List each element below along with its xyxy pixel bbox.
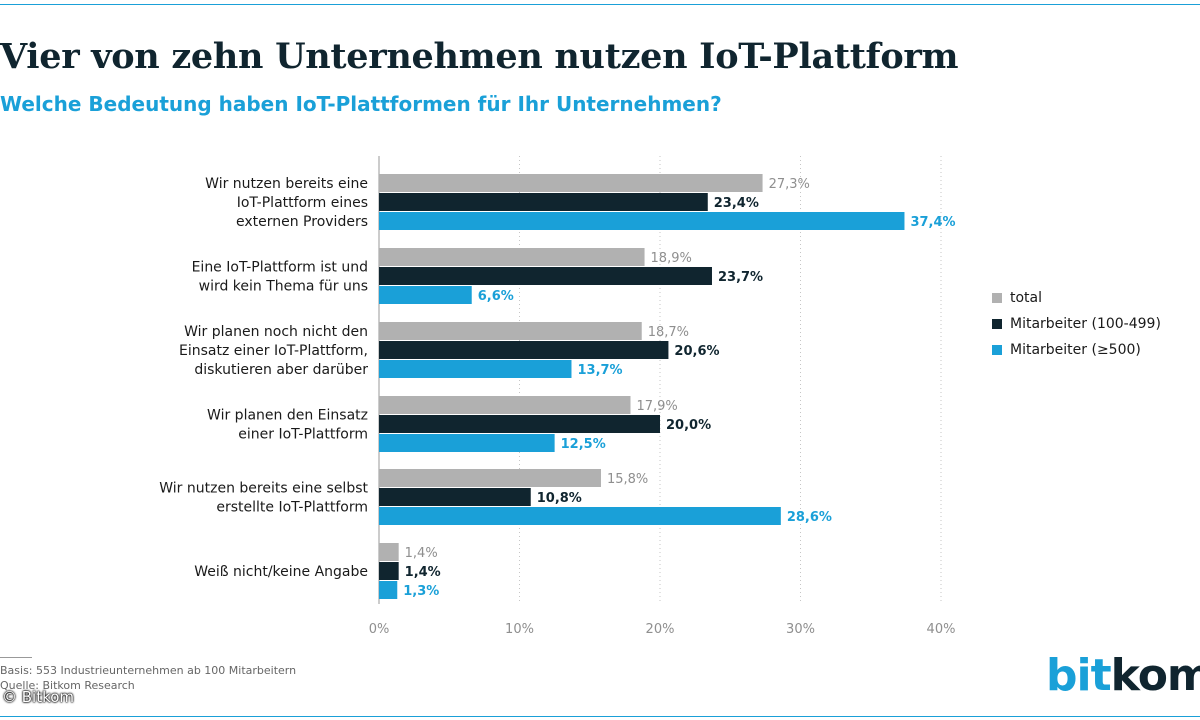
bar-value-label: 15,8% [607, 472, 648, 487]
bar-value-label: 23,4% [714, 196, 759, 211]
bar-value-label: 23,7% [718, 270, 763, 285]
bar-value-label: 18,9% [651, 251, 692, 266]
bar [379, 248, 645, 266]
bitkom-logo: bitkom [1046, 650, 1200, 701]
category-label: erstellte IoT-Plattform [216, 500, 368, 516]
bar [379, 286, 472, 304]
chart-subtitle: Welche Bedeutung haben IoT-Plattformen f… [0, 92, 722, 116]
category-label: Wir planen noch nicht den [184, 324, 368, 340]
x-tick-label: 0% [369, 622, 390, 637]
chart-title: Vier von zehn Unternehmen nutzen IoT-Pla… [0, 36, 959, 77]
category-label: Wir nutzen bereits eine [205, 176, 368, 192]
bar-value-label: 28,6% [787, 510, 832, 525]
top-rule [0, 4, 1200, 5]
bar-value-label: 17,9% [636, 399, 677, 414]
legend-swatch-total [992, 293, 1002, 303]
bar [379, 322, 642, 340]
bar [379, 341, 669, 359]
x-tick-label: 30% [786, 622, 815, 637]
bar-value-label: 18,7% [648, 325, 689, 340]
category-label: einer IoT-Plattform [238, 427, 368, 443]
x-tick-label: 10% [505, 622, 534, 637]
category-label: Eine IoT-Plattform ist und [192, 260, 368, 276]
category-label: diskutieren aber darüber [194, 362, 368, 378]
bottom-rule [0, 716, 1200, 717]
bar [379, 543, 399, 561]
legend-label-mid: Mitarbeiter (100-499) [1010, 316, 1161, 332]
legend-item-mid: Mitarbeiter (100-499) [992, 311, 1161, 337]
bar-value-label: 1,4% [405, 565, 441, 580]
bar [379, 488, 531, 506]
category-label: IoT-Plattform eines [237, 195, 368, 211]
category-label: externen Providers [236, 214, 368, 230]
legend-swatch-mid [992, 319, 1002, 329]
logo-part-bit: bit [1046, 650, 1112, 701]
bar [379, 581, 398, 599]
logo-part-kom: kom [1110, 650, 1200, 701]
footnote-source: Quelle: Bitkom Research [0, 679, 135, 692]
bar-value-label: 37,4% [910, 215, 955, 230]
bar [379, 396, 631, 414]
bar [379, 507, 781, 525]
x-tick-label: 20% [646, 622, 675, 637]
category-label: wird kein Thema für uns [199, 279, 368, 295]
x-tick-label: 40% [927, 622, 956, 637]
bar [379, 267, 712, 285]
legend: total Mitarbeiter (100-499) Mitarbeiter … [992, 285, 1161, 363]
legend-label-large: Mitarbeiter (≥500) [1010, 342, 1141, 358]
footnote-basis: Basis: 553 Industrieunternehmen ab 100 M… [0, 664, 297, 677]
category-label: Wir nutzen bereits eine selbst [159, 481, 368, 497]
category-label: Weiß nicht/keine Angabe [194, 564, 368, 580]
bar-value-label: 1,4% [405, 546, 438, 561]
bar-value-label: 6,6% [478, 289, 514, 304]
bar [379, 212, 905, 230]
bar [379, 434, 555, 452]
legend-item-total: total [992, 285, 1161, 311]
bar [379, 415, 660, 433]
bar [379, 562, 399, 580]
bar-value-label: 12,5% [561, 437, 606, 452]
bar-value-label: 20,0% [666, 418, 711, 433]
bar-value-label: 20,6% [674, 344, 719, 359]
legend-label-total: total [1010, 290, 1043, 306]
bar [379, 360, 572, 378]
bar [379, 469, 601, 487]
category-label: Einsatz einer IoT-Plattform, [179, 343, 368, 359]
copyright-notice: © Bitkom [2, 688, 75, 706]
bar-value-label: 27,3% [769, 177, 810, 192]
bar-value-label: 13,7% [577, 363, 622, 378]
legend-item-large: Mitarbeiter (≥500) [992, 337, 1161, 363]
legend-swatch-large [992, 345, 1002, 355]
footnote-rule [0, 657, 32, 658]
bar-value-label: 10,8% [537, 491, 582, 506]
bar [379, 174, 763, 192]
category-label: Wir planen den Einsatz [207, 408, 368, 424]
bar [379, 193, 708, 211]
bar-value-label: 1,3% [403, 584, 439, 599]
